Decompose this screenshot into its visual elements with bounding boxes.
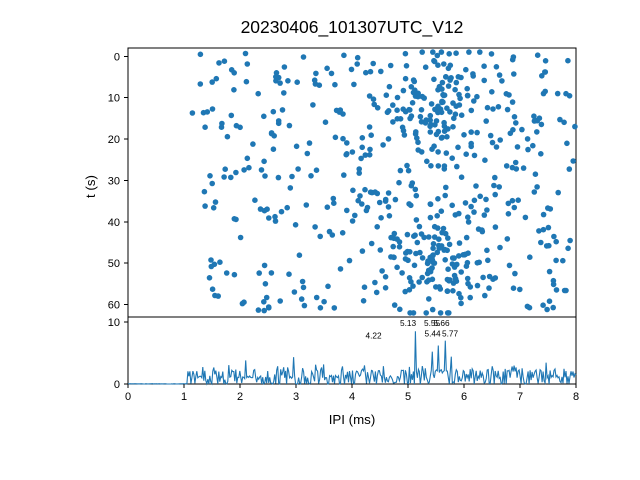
- svg-text:30: 30: [108, 175, 120, 187]
- svg-text:3: 3: [293, 391, 299, 403]
- svg-text:5.77: 5.77: [442, 329, 459, 339]
- svg-text:5: 5: [405, 391, 411, 403]
- svg-text:50: 50: [108, 258, 120, 270]
- svg-text:8: 8: [573, 391, 579, 403]
- svg-text:4: 4: [349, 391, 355, 403]
- svg-text:0: 0: [125, 391, 131, 403]
- svg-text:40: 40: [108, 217, 120, 229]
- svg-text:4.22: 4.22: [366, 330, 383, 340]
- svg-text:1: 1: [181, 391, 187, 403]
- svg-text:6: 6: [461, 391, 467, 403]
- svg-text:2: 2: [237, 391, 243, 403]
- svg-text:60: 60: [108, 300, 120, 312]
- svg-text:10: 10: [108, 317, 120, 329]
- svg-text:5.13: 5.13: [400, 318, 417, 328]
- svg-text:7: 7: [517, 391, 523, 403]
- svg-text:0: 0: [114, 379, 120, 391]
- svg-text:20: 20: [108, 134, 120, 146]
- svg-text:5.44: 5.44: [425, 329, 442, 339]
- svg-text:10: 10: [108, 93, 120, 105]
- svg-text:5.66: 5.66: [434, 318, 451, 328]
- svg-text:0: 0: [114, 51, 120, 63]
